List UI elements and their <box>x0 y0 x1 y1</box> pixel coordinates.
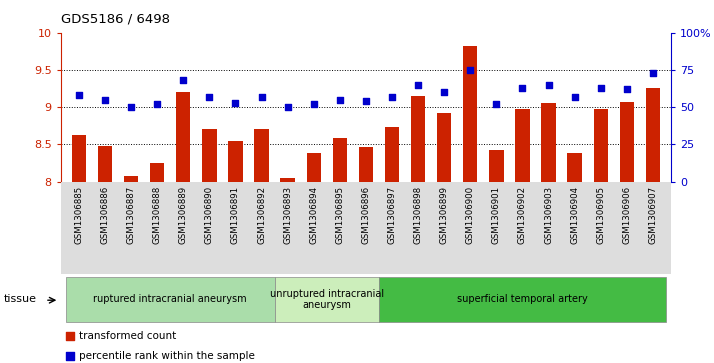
Point <box>360 98 371 104</box>
Text: GSM1306896: GSM1306896 <box>361 186 371 244</box>
Text: GSM1306894: GSM1306894 <box>309 186 318 244</box>
Text: GSM1306889: GSM1306889 <box>178 186 188 244</box>
Bar <box>66 277 275 322</box>
Text: GSM1306886: GSM1306886 <box>101 186 109 244</box>
Bar <box>645 89 660 182</box>
Text: GSM1306892: GSM1306892 <box>257 186 266 244</box>
Point <box>203 94 215 99</box>
Text: GSM1306901: GSM1306901 <box>492 186 501 244</box>
Text: unruptured intracranial
aneurysm: unruptured intracranial aneurysm <box>270 289 384 310</box>
Point <box>621 86 633 92</box>
Bar <box>150 163 164 182</box>
Point <box>491 101 502 107</box>
Point <box>126 104 137 110</box>
Text: GSM1306903: GSM1306903 <box>544 186 553 244</box>
Bar <box>411 96 426 182</box>
Bar <box>358 147 373 182</box>
Text: transformed count: transformed count <box>79 331 176 341</box>
Bar <box>568 153 582 182</box>
Point <box>517 85 528 91</box>
Text: GSM1306904: GSM1306904 <box>570 186 579 244</box>
Bar <box>385 127 399 182</box>
Point <box>443 94 455 100</box>
Text: GSM1306899: GSM1306899 <box>440 186 448 244</box>
Bar <box>593 109 608 182</box>
Point <box>282 104 293 110</box>
Text: GSM1306890: GSM1306890 <box>205 186 214 244</box>
Point <box>569 94 580 99</box>
Bar <box>124 176 139 182</box>
Point <box>647 70 658 76</box>
Text: tissue: tissue <box>4 294 36 305</box>
Point <box>99 97 111 103</box>
Point <box>443 276 455 282</box>
Bar <box>176 92 191 182</box>
Point <box>386 94 398 99</box>
Text: GSM1306897: GSM1306897 <box>388 186 396 244</box>
Bar <box>463 46 478 182</box>
Point <box>256 94 267 99</box>
Bar <box>202 130 216 182</box>
Bar <box>333 138 347 182</box>
Point <box>151 101 163 107</box>
Text: GSM1306891: GSM1306891 <box>231 186 240 244</box>
Text: GSM1306905: GSM1306905 <box>596 186 605 244</box>
Text: ruptured intracranial aneurysm: ruptured intracranial aneurysm <box>94 294 247 305</box>
Text: GSM1306906: GSM1306906 <box>623 186 631 244</box>
Text: GSM1306895: GSM1306895 <box>336 186 344 244</box>
Bar <box>254 130 268 182</box>
Text: GSM1306907: GSM1306907 <box>648 186 658 244</box>
Bar <box>306 153 321 182</box>
Point <box>465 67 476 73</box>
Text: GSM1306898: GSM1306898 <box>413 186 423 244</box>
Point <box>74 92 85 98</box>
Bar <box>516 109 530 182</box>
Point <box>438 89 450 95</box>
Bar <box>489 150 503 182</box>
Text: GSM1306885: GSM1306885 <box>74 186 84 244</box>
Bar <box>437 113 451 182</box>
Bar <box>620 102 634 182</box>
Text: GDS5186 / 6498: GDS5186 / 6498 <box>61 13 170 26</box>
Point <box>308 101 319 107</box>
Text: GSM1306893: GSM1306893 <box>283 186 292 244</box>
Text: GSM1306900: GSM1306900 <box>466 186 475 244</box>
Point <box>230 100 241 106</box>
Point <box>178 77 189 83</box>
Point <box>595 85 606 91</box>
Bar <box>379 277 666 322</box>
Text: GSM1306902: GSM1306902 <box>518 186 527 244</box>
Bar <box>541 103 555 182</box>
Point <box>334 97 346 103</box>
Text: percentile rank within the sample: percentile rank within the sample <box>79 351 255 361</box>
Point <box>413 82 424 87</box>
Bar <box>281 178 295 182</box>
Text: GSM1306887: GSM1306887 <box>126 186 136 244</box>
Bar <box>72 135 86 182</box>
Bar <box>98 146 112 182</box>
Bar <box>228 140 243 182</box>
Text: superficial temporal artery: superficial temporal artery <box>457 294 588 305</box>
Point <box>543 82 554 87</box>
Bar <box>275 277 379 322</box>
Text: GSM1306888: GSM1306888 <box>153 186 161 244</box>
